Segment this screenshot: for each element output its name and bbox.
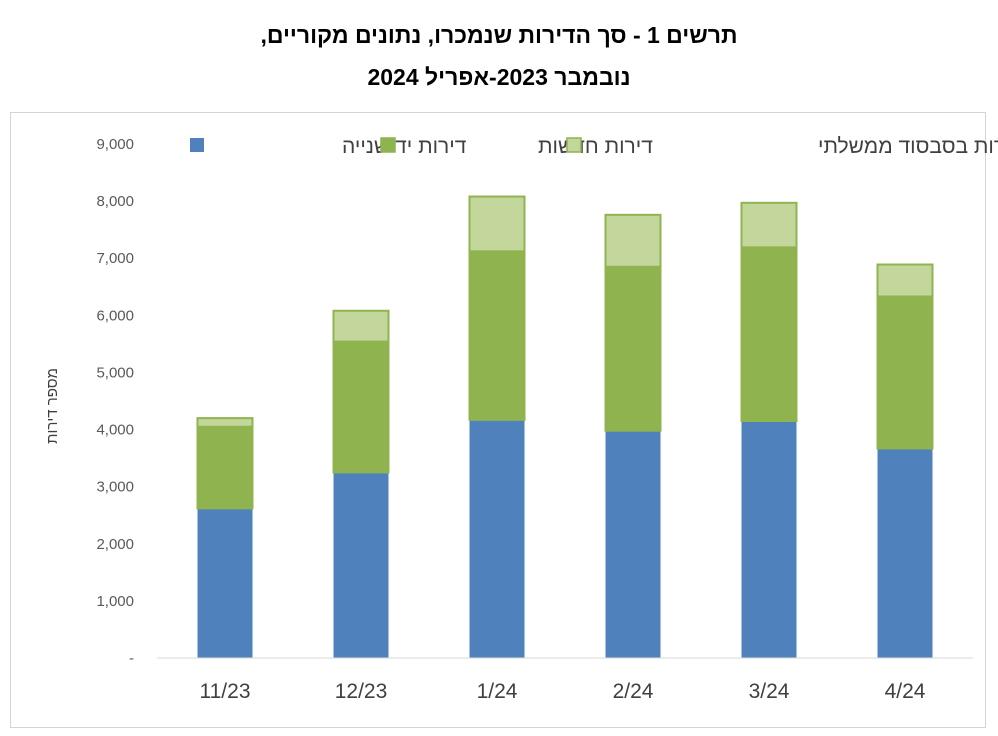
bar-segment <box>197 508 253 658</box>
bar-segment <box>877 448 933 658</box>
bar-segment <box>469 419 525 658</box>
bar-segment <box>196 417 254 428</box>
y-tick-label: 9,000 <box>96 136 134 153</box>
bar-segment <box>740 201 798 249</box>
y-tick-label: 3,000 <box>96 479 134 496</box>
x-axis: 11/23 12/23 1/24 2/24 3/24 4/24 <box>157 657 973 703</box>
bar-segment <box>468 195 526 253</box>
bars <box>196 195 934 658</box>
legend-label: דירות בסבסוד ממשלתי <box>818 135 998 158</box>
legend-swatch <box>566 137 582 153</box>
legend-swatch <box>190 138 204 152</box>
legend: דירות יד שנייה דירות חדשות דירות בסבסוד ממ… <box>190 135 998 158</box>
y-tick-label: 1,000 <box>96 593 134 610</box>
legend-swatch <box>380 137 396 153</box>
legend-label: דירות חדשות <box>538 135 653 158</box>
y-tick-label: 4,000 <box>96 422 134 439</box>
y-tick-label: 2,000 <box>96 536 134 553</box>
y-tick-label: 7,000 <box>96 250 134 267</box>
bar-segment <box>332 309 390 343</box>
x-tick-label: 2/24 <box>613 680 654 703</box>
bar-segment <box>196 425 254 510</box>
bar-segment <box>604 213 662 268</box>
legend-label: דירות יד שנייה <box>342 135 467 158</box>
y-tick-label: - <box>129 650 134 667</box>
bar-segment <box>604 265 662 432</box>
y-tick-label: 6,000 <box>96 307 134 324</box>
bar-segment <box>605 430 661 658</box>
y-axis-label: מספר דירות <box>44 368 61 444</box>
y-axis: - 1,000 2,000 3,000 4,000 5,000 6,000 7,000 8,00… <box>96 136 134 667</box>
y-tick-label: 5,000 <box>96 364 134 381</box>
bar-segment <box>468 250 526 421</box>
x-tick-label: 4/24 <box>885 680 926 703</box>
bar-segment <box>741 420 797 658</box>
chart-frame <box>10 112 986 728</box>
bar-segment <box>876 295 934 450</box>
bar-segment <box>333 472 389 658</box>
y-tick-label: 8,000 <box>96 193 134 210</box>
bar-segment <box>740 246 798 422</box>
x-tick-label: 11/23 <box>200 680 251 703</box>
chart-title-line2: נובמבר 2023-אפריל 2024 <box>367 64 631 90</box>
bar-segment <box>332 340 390 474</box>
x-tick-label: 12/23 <box>335 680 388 703</box>
x-tick-label: 1/24 <box>477 680 518 703</box>
chart-title-line1: תרשים 1 - סך הדירות שנמכרו, נתונים מקורי… <box>260 22 738 48</box>
x-tick-label: 3/24 <box>749 680 790 703</box>
bar-segment <box>876 263 934 298</box>
